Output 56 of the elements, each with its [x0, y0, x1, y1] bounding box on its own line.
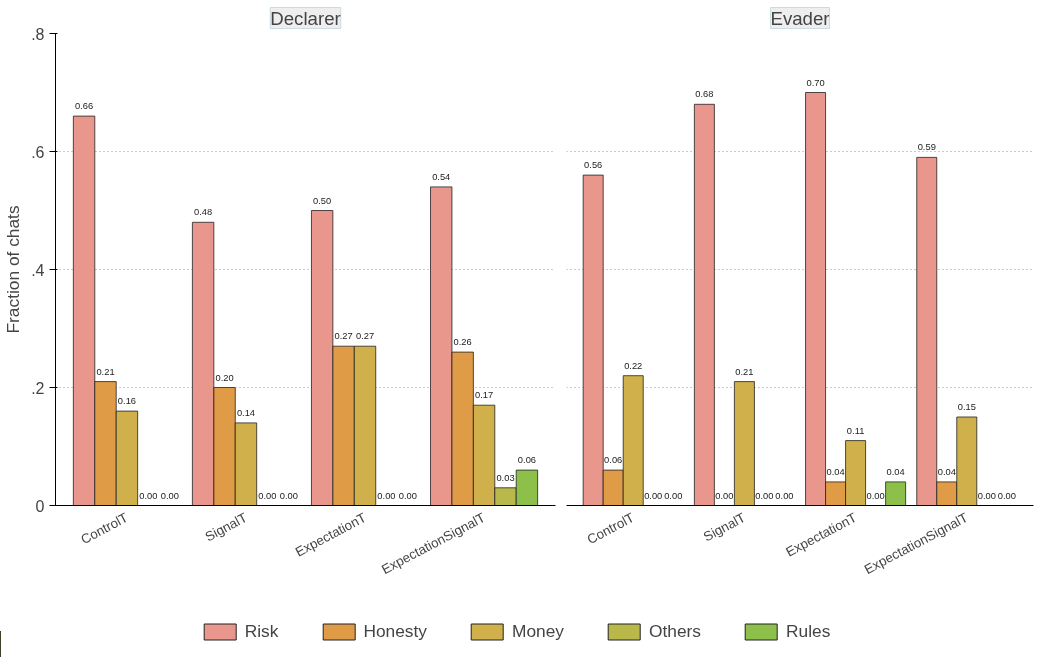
bar [693, 103, 715, 506]
y-tick-label: .6 [31, 143, 45, 161]
data-label: 0.00 [997, 490, 1016, 501]
data-label: 0.00 [644, 490, 663, 501]
bar [885, 481, 907, 506]
chart-title: Declarer [270, 7, 341, 29]
data-label: 0.14 [236, 407, 256, 418]
data-label: 0.00 [377, 490, 396, 501]
data-label: 0.70 [806, 77, 825, 88]
data-label: 0.20 [215, 372, 234, 383]
data-label: 0.00 [755, 490, 774, 501]
data-label: 0.11 [846, 425, 865, 436]
data-label: 0.04 [826, 466, 845, 477]
data-label: 0.00 [160, 490, 179, 501]
y-tick-label: .4 [31, 261, 45, 279]
data-label: 0.00 [775, 490, 794, 501]
data-label: 0.00 [664, 490, 683, 501]
data-label: 0.21 [735, 366, 754, 377]
y-tick-label: 0 [35, 497, 45, 515]
legend-label: Others [648, 620, 701, 642]
data-label: 0.00 [258, 490, 277, 501]
legend-label: Money [511, 620, 564, 642]
data-label: 0.54 [432, 171, 451, 182]
data-label: 0.59 [917, 142, 936, 153]
y-tick-label: .8 [31, 25, 45, 43]
data-label: 0.16 [117, 396, 137, 407]
data-label: 0.00 [715, 490, 734, 501]
y-axis-title: Fraction of chats [3, 205, 24, 334]
data-label: 0.50 [313, 195, 332, 206]
data-label: 0.21 [96, 366, 115, 377]
data-label: 0.06 [517, 455, 537, 466]
bar [734, 381, 755, 506]
y-tick-label: .2 [31, 379, 45, 397]
data-label: 0.00 [139, 490, 158, 501]
data-label: 0.27 [334, 331, 353, 342]
data-label: 0.00 [279, 490, 298, 501]
legend-label: Honesty [363, 620, 427, 642]
legend-label: Risk [244, 620, 279, 642]
data-label: 0.04 [937, 466, 956, 477]
data-label: 0.26 [453, 337, 472, 348]
data-label: 0.00 [866, 490, 885, 501]
data-label: 0.15 [957, 402, 976, 412]
data-label: 0.66 [74, 101, 94, 112]
data-label: 0.22 [624, 360, 643, 371]
data-label: 0.17 [474, 390, 494, 401]
legend-label: Rules [786, 620, 831, 642]
data-label: 0.06 [604, 455, 623, 466]
data-label: 0.48 [194, 207, 213, 218]
data-label: 0.04 [886, 466, 905, 477]
data-label: 0.27 [355, 331, 375, 342]
data-label: 0.00 [398, 490, 417, 501]
data-label: 0.68 [695, 89, 714, 100]
data-label: 0.56 [584, 160, 603, 171]
data-label: 0.03 [496, 472, 515, 483]
data-label: 0.00 [977, 490, 996, 501]
chart-title: Evader [770, 7, 830, 29]
